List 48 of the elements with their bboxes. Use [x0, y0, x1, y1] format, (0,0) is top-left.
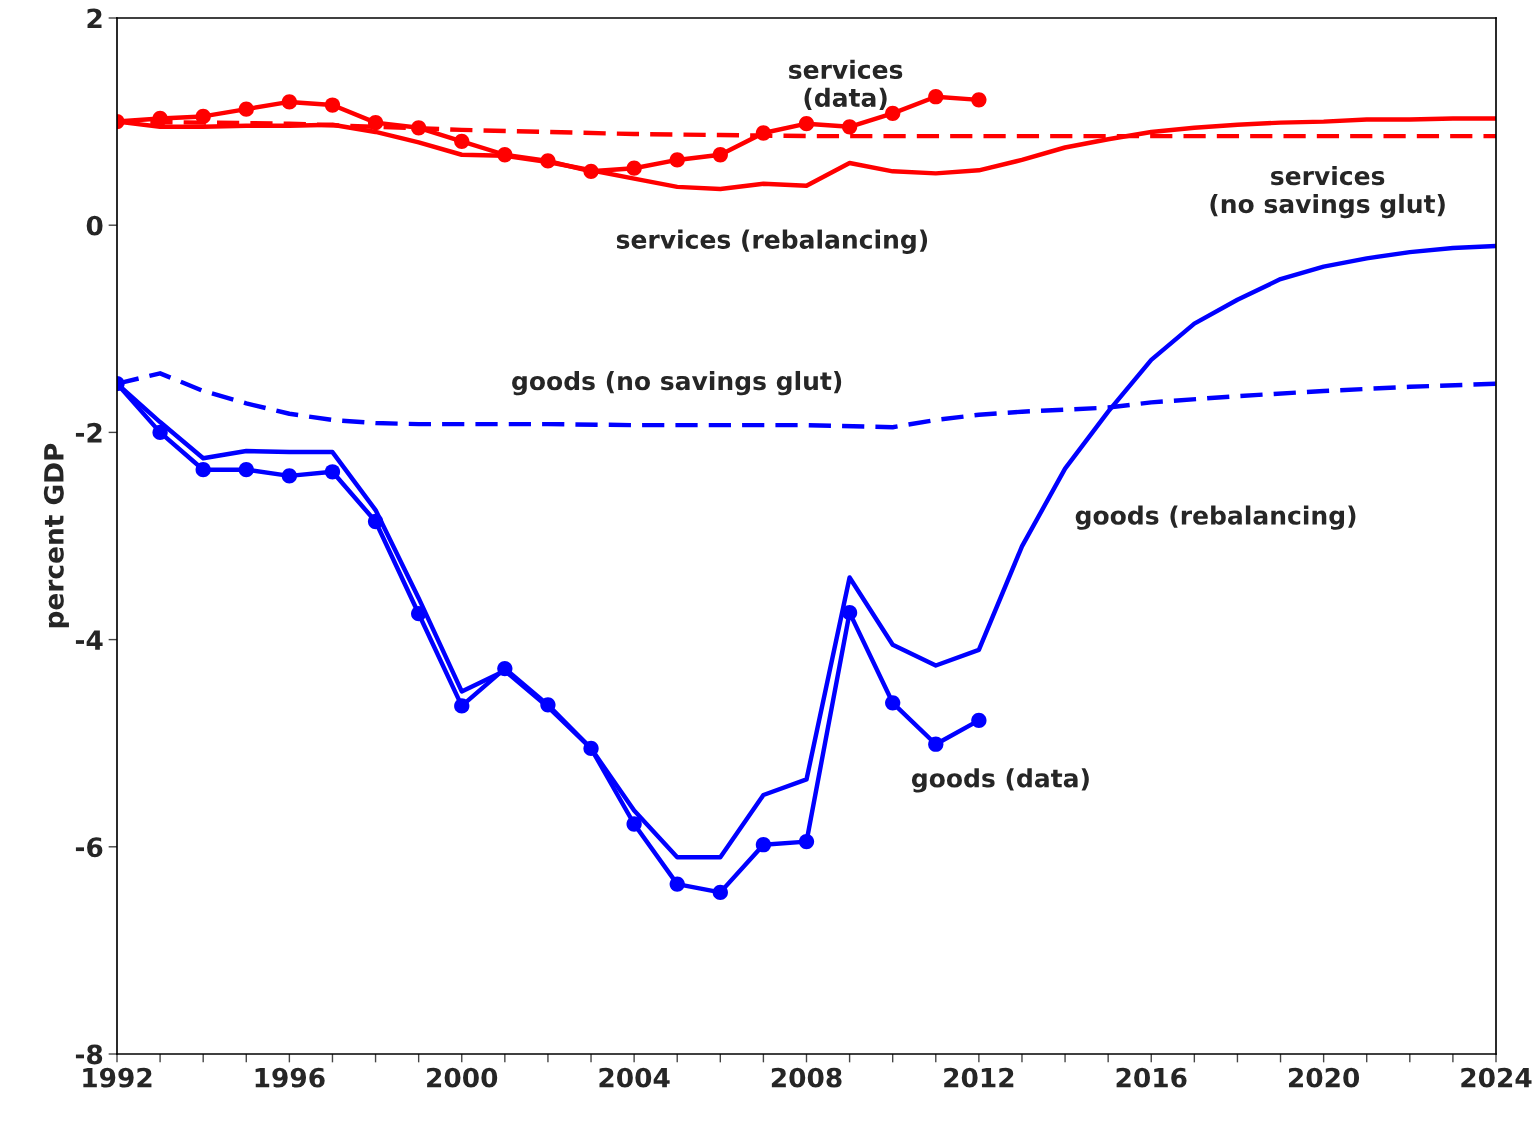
point [281, 94, 298, 110]
point [841, 119, 858, 135]
y-tick-label: 0 [86, 215, 103, 236]
x-tick-label: 2004 [599, 1067, 670, 1088]
series-label: services (data) [789, 59, 903, 110]
point [885, 105, 901, 121]
point [454, 698, 470, 714]
series-label: goods (data) [911, 768, 1089, 793]
x-tick-label: 2024 [1461, 1067, 1532, 1088]
y-axis-title: percent GDP [43, 443, 69, 628]
point [454, 133, 470, 149]
point [281, 468, 298, 484]
x-tick-label: 1996 [255, 1067, 325, 1088]
point [928, 89, 944, 105]
point [238, 101, 254, 117]
y-tick-label: -8 [75, 1044, 103, 1065]
point [712, 884, 728, 901]
point [324, 97, 341, 113]
point [669, 152, 685, 168]
series-label: goods (no savings glut) [512, 370, 842, 396]
point [152, 424, 168, 441]
y-tick-label: 2 [87, 8, 102, 29]
x-tick-label: 2012 [944, 1067, 1014, 1088]
y-tick-label: -4 [75, 630, 103, 650]
x-tick-label: 2020 [1288, 1067, 1360, 1088]
x-tick-label: 2000 [427, 1067, 498, 1088]
point [195, 462, 211, 478]
point [669, 876, 685, 892]
y-tick-label: -6 [75, 837, 103, 858]
point [798, 116, 815, 132]
point [238, 462, 254, 478]
point [626, 160, 642, 176]
y-tick-label: -2 [75, 422, 102, 443]
series-label: goods (rebalancing) [1075, 505, 1356, 530]
point [971, 712, 987, 729]
x-tick-label: 2008 [771, 1067, 842, 1088]
point [755, 837, 772, 853]
series-label: services (no savings glut) [1210, 165, 1445, 219]
point [971, 92, 987, 108]
point [928, 736, 944, 752]
point [626, 816, 642, 832]
x-tick-label: 1992 [83, 1067, 152, 1088]
text: services (rebalancing) [616, 229, 928, 254]
point [798, 833, 815, 850]
point [324, 464, 341, 480]
point [712, 147, 728, 163]
x-tick-label: 2016 [1116, 1067, 1187, 1088]
point [885, 695, 901, 711]
